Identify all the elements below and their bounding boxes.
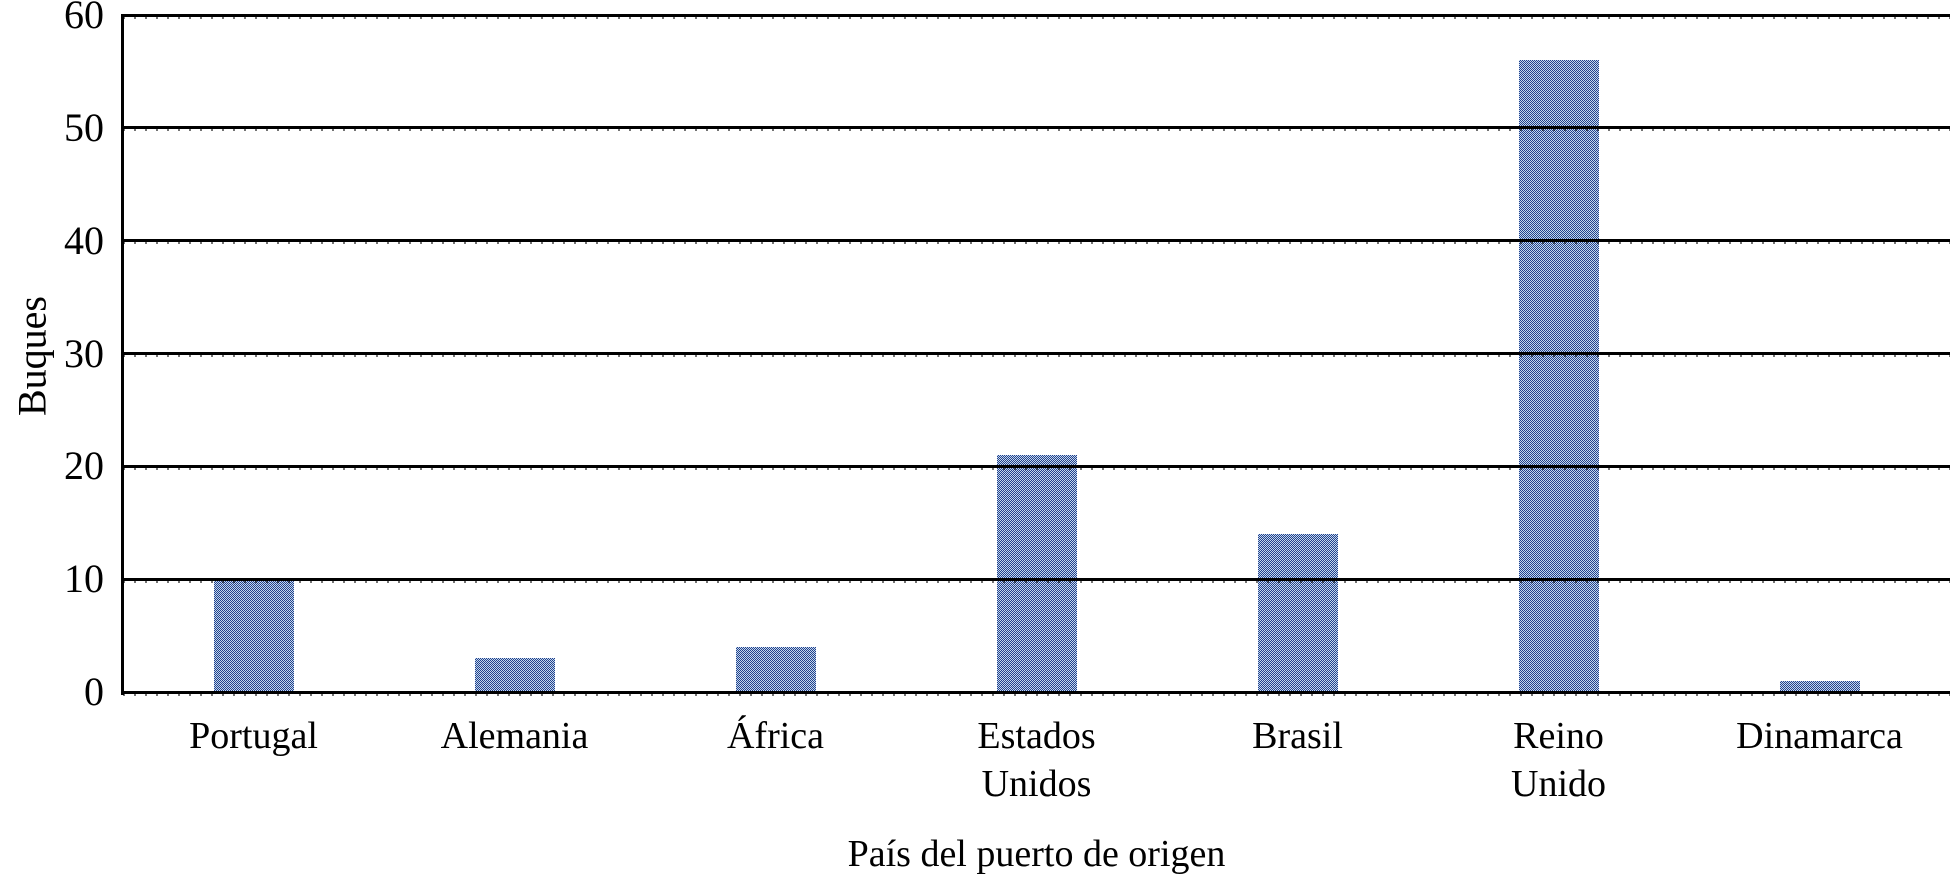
y-tick-label-0: 0 <box>84 669 104 714</box>
gridline-40 <box>123 239 1950 245</box>
y-tick-label-50: 50 <box>64 104 104 150</box>
bar-estados-unidos <box>996 455 1077 692</box>
gridline-20 <box>123 464 1950 470</box>
category-label-line: Portugal <box>189 715 318 757</box>
category-label-line: África <box>726 715 825 757</box>
y-tick-label-60: 60 <box>64 0 104 37</box>
category-label-portugal: Portugal <box>123 712 384 808</box>
gridline-50 <box>123 126 1950 132</box>
bar-slot-dinamarca <box>1689 15 1950 692</box>
category-label-dinamarca: Dinamarca <box>1689 712 1950 808</box>
bar-slot-africa <box>645 15 906 692</box>
bar-alemania <box>474 658 555 692</box>
category-label-alemania: Alemania <box>384 712 645 808</box>
x-category-labels: Portugal Alemania África Estados Unidos Brasi… <box>123 712 1950 808</box>
bars-container <box>123 15 1950 692</box>
category-label-brasil: Brasil <box>1167 712 1428 808</box>
bar-slot-estados-unidos <box>906 15 1167 692</box>
category-label-line: Alemania <box>440 715 589 757</box>
bar-reino-unido <box>1518 60 1599 692</box>
category-label-estados-unidos: Estados Unidos <box>906 712 1167 808</box>
bar-slot-alemania <box>384 15 645 692</box>
y-tick-label-20: 20 <box>64 443 104 489</box>
category-label-reino-unido: Reino Unido <box>1428 712 1689 808</box>
y-tick-label-40: 40 <box>64 217 104 263</box>
y-axis-line <box>121 14 124 695</box>
bar-brasil <box>1257 534 1338 692</box>
x-axis-title: País del puerto de origen <box>847 833 1226 875</box>
category-label-line: Brasil <box>1252 715 1343 757</box>
category-label-line: Reino <box>1513 715 1604 757</box>
category-label-line: Dinamarca <box>1736 715 1903 757</box>
y-tick-label-30: 30 <box>64 330 104 376</box>
category-label-line: Unidos <box>981 763 1092 805</box>
bar-portugal <box>213 579 294 692</box>
bar-slot-portugal <box>123 15 384 692</box>
bar-africa <box>735 646 816 692</box>
category-label-africa: África <box>645 712 906 808</box>
category-label-line: Estados <box>977 715 1096 757</box>
gridline-30 <box>123 352 1950 357</box>
bar-slot-brasil <box>1167 15 1428 692</box>
bar-dinamarca <box>1779 680 1860 692</box>
y-tick-label-10: 10 <box>64 556 104 602</box>
category-label-line: Unido <box>1511 763 1606 805</box>
gridline-60 <box>123 13 1950 19</box>
bar-slot-reino-unido <box>1428 15 1689 692</box>
gridline-0 <box>123 690 1950 696</box>
plot-area <box>123 13 1950 696</box>
gridline-10 <box>123 577 1950 583</box>
